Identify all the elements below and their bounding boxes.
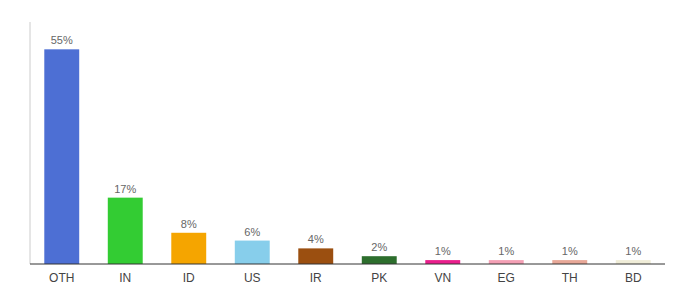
data-label: 8% [181, 218, 197, 230]
data-label: 1% [435, 245, 451, 257]
x-tick-label: BD [625, 271, 642, 285]
x-tick-label: ID [183, 271, 195, 285]
bar [552, 260, 587, 264]
x-tick-label: IN [119, 271, 131, 285]
bar [171, 233, 206, 264]
chart-container: 55% 17% 8% 6% 4% 2% 1% 1% 1% 1% OTH IN ID US IR PK VN EG T… [0, 0, 680, 300]
bar [616, 260, 651, 264]
x-tick-label: EG [498, 271, 515, 285]
bar [362, 256, 397, 264]
data-label: 1% [562, 245, 578, 257]
data-label: 1% [625, 245, 641, 257]
bar [425, 260, 460, 264]
x-tick-label: PK [371, 271, 387, 285]
bars [44, 49, 650, 264]
x-tick-label: OTH [49, 271, 74, 285]
bar [489, 260, 524, 264]
x-axis-line [30, 264, 665, 265]
bar [108, 198, 143, 264]
data-label: 17% [114, 183, 136, 195]
data-label: 4% [308, 233, 324, 245]
x-tick-label: TH [562, 271, 578, 285]
bar [44, 49, 79, 264]
data-label: 2% [371, 241, 387, 253]
data-label: 1% [498, 245, 514, 257]
y-axis-line [30, 22, 31, 264]
data-label: 6% [244, 226, 260, 238]
chart: 55% 17% 8% 6% 4% 2% 1% 1% 1% 1% OTH IN ID US IR PK VN EG T… [0, 0, 680, 300]
data-label: 55% [51, 34, 73, 46]
bar [298, 248, 333, 264]
x-tick-label: IR [310, 271, 322, 285]
bar [235, 241, 270, 264]
x-tick-label: VN [434, 271, 451, 285]
x-tick-label: US [244, 271, 261, 285]
